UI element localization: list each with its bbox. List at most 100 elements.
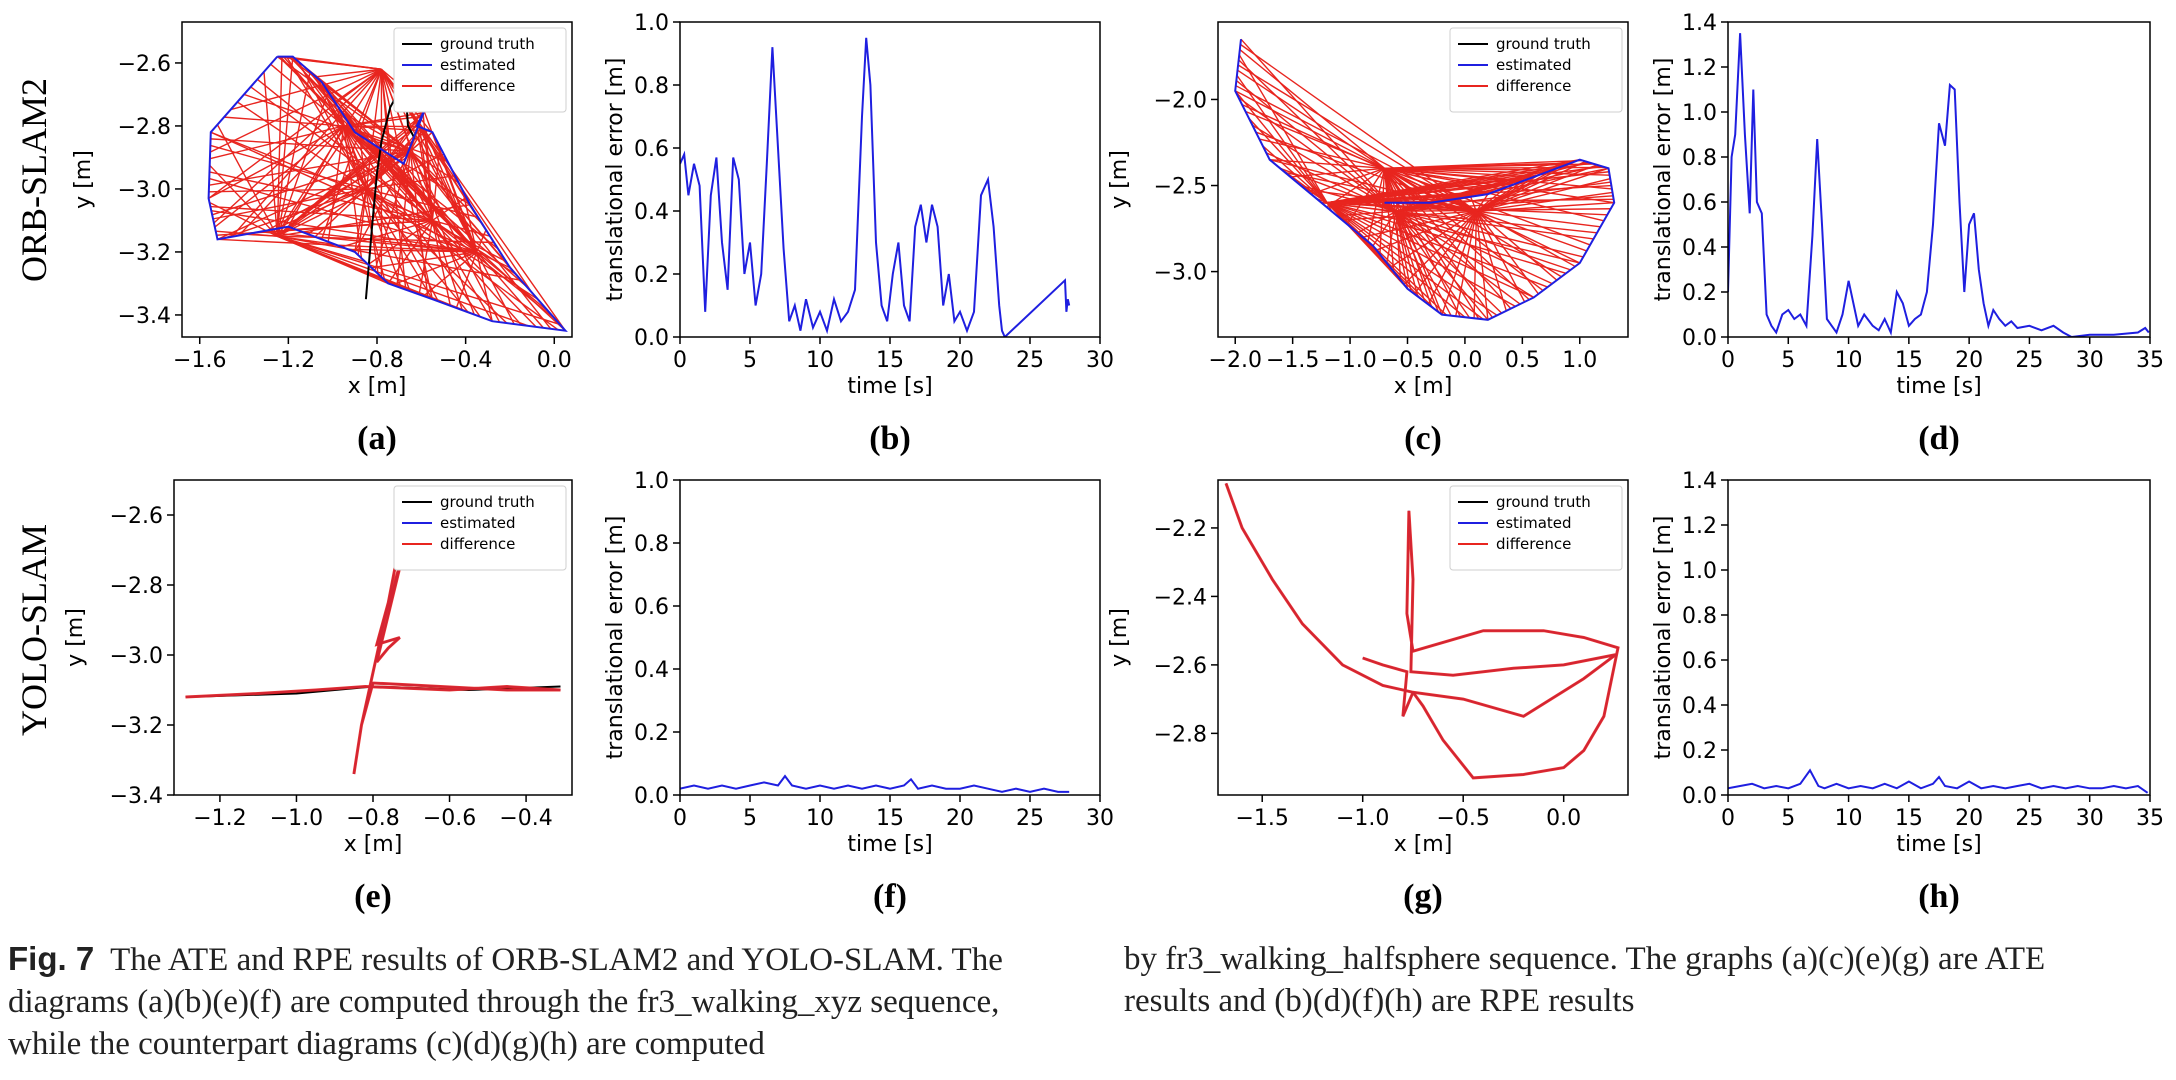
x-axis-label: time [s] xyxy=(847,832,932,857)
difference-line xyxy=(1255,131,1477,213)
estimated-line xyxy=(1234,39,1616,321)
x-tick-label: 20 xyxy=(1955,348,1983,373)
legend-label: difference xyxy=(440,535,515,553)
x-tick-label: 15 xyxy=(876,806,904,831)
legend: ground truth estimated difference xyxy=(1449,485,1623,571)
difference-line xyxy=(209,171,433,222)
y-tick-label: 0.8 xyxy=(1682,604,1717,629)
y-axis-label: y [m] xyxy=(63,608,88,667)
difference-line xyxy=(1384,167,1489,195)
x-tick-label: −1.0 xyxy=(270,806,323,831)
y-tick-label: 0.6 xyxy=(1682,191,1717,216)
x-tick-label: 25 xyxy=(2015,348,2043,373)
difference-line xyxy=(1384,167,1521,183)
panel-label: (g) xyxy=(1403,878,1443,915)
y-tick-label: 0.4 xyxy=(634,200,669,225)
y-tick-label: −3.0 xyxy=(1154,261,1207,286)
y-tick-label: 0.0 xyxy=(1682,326,1717,351)
y-tick-label: 1.2 xyxy=(1682,514,1717,539)
difference-line xyxy=(409,150,552,330)
y-tick-label: 0.8 xyxy=(1682,146,1717,171)
y-tick-label: 0.8 xyxy=(634,74,669,99)
x-tick-label: −1.0 xyxy=(1323,348,1376,373)
difference-line xyxy=(431,219,555,319)
difference-line xyxy=(1290,167,1385,178)
x-tick-label: −0.4 xyxy=(499,806,552,831)
y-axis-label: translational error [m] xyxy=(603,516,628,760)
plot-area xyxy=(680,774,1070,793)
legend-label: difference xyxy=(1496,535,1571,553)
difference-line xyxy=(1237,69,1385,169)
legend-label: estimated xyxy=(440,56,516,74)
difference-line xyxy=(294,219,433,230)
difference-line xyxy=(1269,159,1385,170)
difference-line xyxy=(1395,210,1553,285)
difference-line xyxy=(1395,210,1535,299)
difference-line xyxy=(212,188,367,220)
y-tick-label: −2.0 xyxy=(1154,88,1207,113)
x-tick-label: −0.5 xyxy=(1381,348,1434,373)
difference-line xyxy=(1245,110,1385,169)
panel-label: (f) xyxy=(873,878,907,915)
legend-box xyxy=(393,27,567,113)
x-axis-label: x [m] xyxy=(344,832,403,857)
y-axis-label: y [m] xyxy=(1107,150,1132,209)
difference-line xyxy=(259,231,477,253)
ground-truth-line xyxy=(364,90,416,300)
row-label-orb-slam2: ORB-SLAM2 xyxy=(14,78,54,282)
y-tick-label: 0.0 xyxy=(634,784,669,809)
difference-line xyxy=(476,251,493,322)
legend-label: ground truth xyxy=(440,35,535,53)
y-tick-label: −2.2 xyxy=(1154,517,1207,542)
difference-overlay-line xyxy=(185,486,561,775)
difference-line xyxy=(1475,193,1489,212)
difference-line xyxy=(1326,202,1484,320)
difference-line xyxy=(1447,199,1477,212)
x-tick-label: 0 xyxy=(673,348,687,373)
x-axis-label: x [m] xyxy=(1394,832,1453,857)
difference-line xyxy=(1326,202,1567,274)
y-tick-label: 0.4 xyxy=(1682,694,1717,719)
caption-right-text: by fr3_walking_halfsphere sequence. The … xyxy=(1124,941,2046,1019)
difference-line xyxy=(1327,176,1534,204)
x-tick-label: 10 xyxy=(1835,348,1863,373)
difference-line xyxy=(1383,168,1419,297)
x-tick-label: −0.8 xyxy=(346,806,399,831)
plot-area xyxy=(1728,768,2149,794)
plot-frame xyxy=(679,479,1101,796)
plot-frame xyxy=(1217,21,1629,338)
difference-line xyxy=(1476,202,1615,213)
x-tick-label: 5 xyxy=(743,348,757,373)
difference-line xyxy=(365,188,559,331)
plot-frame xyxy=(1727,21,2151,338)
panel-label: (c) xyxy=(1404,420,1442,457)
legend-label: ground truth xyxy=(1496,35,1591,53)
difference-line xyxy=(1383,168,1395,272)
x-tick-label: 30 xyxy=(2076,348,2104,373)
error-series-line xyxy=(1728,33,2150,337)
difference-line xyxy=(1259,138,1385,169)
x-tick-label: 0.0 xyxy=(1447,348,1482,373)
y-axis-label: translational error [m] xyxy=(1651,516,1676,760)
y-tick-label: 1.0 xyxy=(1682,559,1717,584)
difference-line xyxy=(343,125,522,326)
difference-line xyxy=(285,56,367,190)
difference-line xyxy=(287,56,411,152)
difference-line xyxy=(432,219,491,237)
x-tick-label: −0.5 xyxy=(1436,806,1489,831)
y-tick-label: 1.4 xyxy=(1682,469,1717,494)
y-tick-label: 0.2 xyxy=(634,263,669,288)
difference-overlay-line xyxy=(1224,482,1620,780)
difference-line xyxy=(277,235,561,326)
x-tick-label: −0.8 xyxy=(350,348,403,373)
difference-line xyxy=(276,56,283,237)
plot-area xyxy=(1728,33,2150,337)
y-tick-label: 0.6 xyxy=(634,137,669,162)
panel-label: (d) xyxy=(1918,420,1960,457)
row-label-yolo-slam: YOLO-SLAM xyxy=(14,524,54,736)
y-tick-label: −2.6 xyxy=(118,52,171,77)
x-tick-label: −1.2 xyxy=(262,348,315,373)
plot-area xyxy=(207,55,568,333)
